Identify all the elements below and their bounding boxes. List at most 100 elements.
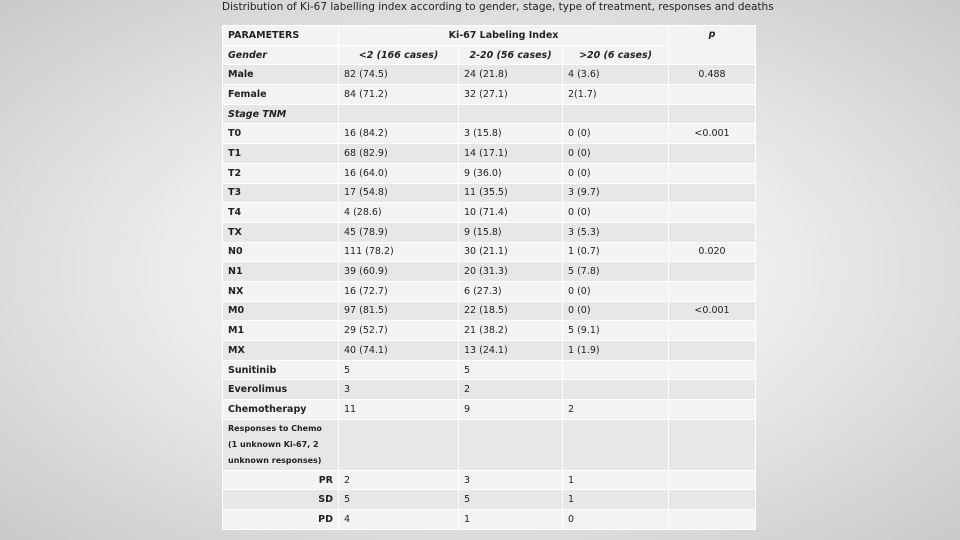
p-value xyxy=(668,182,757,204)
value-cell: 5 xyxy=(458,359,563,381)
table-body: PARAMETERS Ki-67 Labeling Index p Gender… xyxy=(222,24,757,530)
value-cell: 16 (84.2) xyxy=(338,123,459,145)
value-cell: 1 (1.9) xyxy=(561,340,670,361)
row-label: Female xyxy=(222,84,339,105)
p-value xyxy=(668,143,757,164)
value-cell: 1 xyxy=(561,489,670,511)
row-label: Chemotherapy xyxy=(222,399,339,420)
p-value xyxy=(668,399,757,420)
header-row: PARAMETERS Ki-67 Labeling Index p xyxy=(222,24,757,66)
table-row: N0 111 (78.2) 30 (21.1) 1 (0.7) 0.020 xyxy=(222,241,757,263)
value-cell: 32 (27.1) xyxy=(458,84,563,105)
table-row: T2 16 (64.0) 9 (36.0) 0 (0) xyxy=(222,162,757,184)
table-row: T3 17 (54.8) 11 (35.5) 3 (9.7) xyxy=(222,182,757,204)
p-value xyxy=(668,418,757,471)
value-cell: 22 (18.5) xyxy=(458,300,563,322)
table-row: PD 4 1 0 xyxy=(222,509,757,530)
p-value xyxy=(668,340,757,361)
table-row: Male 82 (74.5) 24 (21.8) 4 (3.6) 0.488 xyxy=(222,64,757,86)
value-cell: 3 xyxy=(338,379,459,401)
value-cell xyxy=(561,418,670,471)
value-cell: 1 xyxy=(458,509,563,530)
row-label: M0 xyxy=(222,300,339,322)
value-cell: 82 (74.5) xyxy=(338,64,459,86)
p-value: <0.001 xyxy=(668,300,757,322)
value-cell: 30 (21.1) xyxy=(458,241,563,263)
table-row: M0 97 (81.5) 22 (18.5) 0 (0) <0.001 xyxy=(222,300,757,322)
row-label: N0 xyxy=(222,241,339,263)
value-cell: 5 xyxy=(338,489,459,511)
value-cell: 3 xyxy=(458,469,563,491)
value-cell xyxy=(338,103,459,125)
header-cell: Ki-67 Labeling Index xyxy=(337,25,670,46)
value-cell xyxy=(338,418,459,471)
value-cell: 2 xyxy=(338,469,459,491)
value-cell: 3 (5.3) xyxy=(561,221,670,243)
subheader-cell: 2-20 (56 cases) xyxy=(458,44,563,66)
value-cell: 1 (0.7) xyxy=(561,241,670,263)
p-value xyxy=(668,261,757,282)
subheader-cell: <2 (166 cases) xyxy=(338,44,459,66)
table-row: T1 68 (82.9) 14 (17.1) 0 (0) xyxy=(222,143,757,164)
table-row: Stage TNM xyxy=(222,103,757,125)
p-value xyxy=(668,202,757,223)
value-cell: 4 (3.6) xyxy=(561,64,670,86)
value-cell: 111 (78.2) xyxy=(338,241,459,263)
value-cell xyxy=(458,418,563,471)
table-row: Female 84 (71.2) 32 (27.1) 2(1.7) xyxy=(222,84,757,105)
header-cell: p xyxy=(668,24,757,66)
value-cell: 39 (60.9) xyxy=(338,261,459,282)
p-value xyxy=(668,359,757,381)
p-value: <0.001 xyxy=(668,123,757,145)
row-label: T1 xyxy=(222,143,339,164)
row-label: T4 xyxy=(222,202,339,223)
row-label: TX xyxy=(222,221,339,243)
value-cell: 5 (9.1) xyxy=(561,320,670,341)
table-row: SD 5 5 1 xyxy=(222,489,757,511)
table-row: Sunitinib 5 5 xyxy=(222,359,757,381)
value-cell: 0 xyxy=(561,509,670,530)
value-cell: 4 (28.6) xyxy=(338,202,459,223)
value-cell: 68 (82.9) xyxy=(338,143,459,164)
value-cell: 0 (0) xyxy=(561,123,670,145)
subheader-cell: Gender xyxy=(222,44,339,66)
p-value xyxy=(668,379,757,401)
row-label: PD xyxy=(222,509,339,530)
value-cell: 2 xyxy=(458,379,563,401)
data-table: PARAMETERS Ki-67 Labeling Index p Gender… xyxy=(222,24,757,530)
row-label: NX xyxy=(222,280,339,302)
value-cell: 10 (71.4) xyxy=(458,202,563,223)
header-cell: PARAMETERS xyxy=(222,25,339,46)
row-label: SD xyxy=(222,489,339,511)
value-cell: 16 (64.0) xyxy=(338,162,459,184)
value-cell: 5 xyxy=(458,489,563,511)
value-cell: 29 (52.7) xyxy=(338,320,459,341)
table-row: MX 40 (74.1) 13 (24.1) 1 (1.9) xyxy=(222,340,757,361)
value-cell: 1 xyxy=(561,469,670,491)
table-row: PR 2 3 1 xyxy=(222,469,757,491)
value-cell: 11 xyxy=(338,399,459,420)
value-cell xyxy=(561,379,670,401)
table-row: Responses to Chemo (1 unknown Ki-67, 2 u… xyxy=(222,418,757,471)
value-cell xyxy=(458,103,563,125)
row-label: T0 xyxy=(222,123,339,145)
p-value xyxy=(668,509,757,530)
value-cell: 40 (74.1) xyxy=(338,340,459,361)
value-cell: 0 (0) xyxy=(561,202,670,223)
p-value xyxy=(668,489,757,511)
value-cell: 11 (35.5) xyxy=(458,182,563,204)
value-cell: 16 (72.7) xyxy=(338,280,459,302)
row-label: PR xyxy=(222,469,339,491)
p-value xyxy=(668,84,757,105)
table-row: T0 16 (84.2) 3 (15.8) 0 (0) <0.001 xyxy=(222,123,757,145)
row-label: Sunitinib xyxy=(222,359,339,381)
value-cell: 20 (31.3) xyxy=(458,261,563,282)
value-cell: 84 (71.2) xyxy=(338,84,459,105)
value-cell: 5 xyxy=(338,359,459,381)
p-value: 0.488 xyxy=(668,64,757,86)
value-cell: 45 (78.9) xyxy=(338,221,459,243)
value-cell: 6 (27.3) xyxy=(458,280,563,302)
table-row: NX 16 (72.7) 6 (27.3) 0 (0) xyxy=(222,280,757,302)
p-value xyxy=(668,162,757,184)
